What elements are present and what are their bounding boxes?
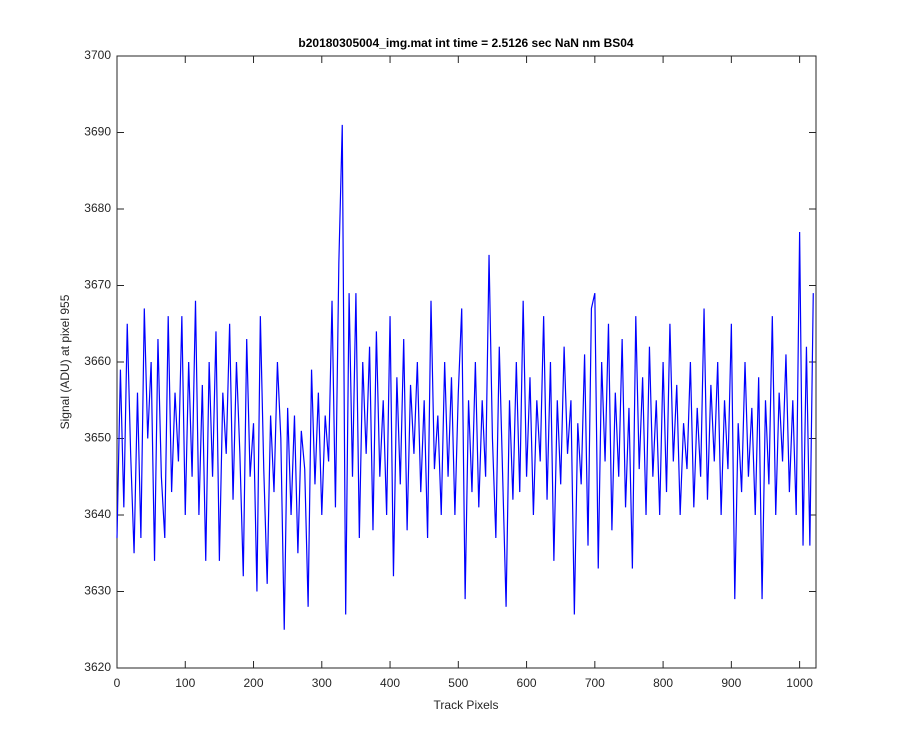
x-tick-label: 800	[653, 676, 673, 690]
y-tick-label: 3620	[84, 660, 111, 674]
x-tick-label: 900	[721, 676, 741, 690]
x-tick-label: 300	[312, 676, 332, 690]
x-tick-label: 200	[244, 676, 264, 690]
y-tick-label: 3640	[84, 507, 111, 521]
x-tick-label: 600	[517, 676, 537, 690]
y-tick-label: 3650	[84, 431, 111, 445]
y-tick-label: 3690	[84, 125, 111, 139]
y-tick-label: 3680	[84, 201, 111, 215]
x-tick-label: 400	[380, 676, 400, 690]
x-tick-label: 1000	[786, 676, 813, 690]
y-tick-label: 3660	[84, 354, 111, 368]
chart-title: b20180305004_img.mat int time = 2.5126 s…	[298, 36, 634, 50]
y-axis-label: Signal (ADU) at pixel 955	[58, 294, 72, 429]
x-tick-label: 700	[585, 676, 605, 690]
x-tick-label: 100	[175, 676, 195, 690]
plot-box	[116, 55, 817, 669]
x-axis-label: Track Pixels	[434, 698, 499, 712]
x-tick-label: 500	[448, 676, 468, 690]
y-tick-label: 3630	[84, 584, 111, 598]
x-tick-label: 0	[114, 676, 121, 690]
data-line	[116, 124, 814, 630]
y-tick-label: 3700	[84, 48, 111, 62]
y-tick-label: 3670	[84, 278, 111, 292]
